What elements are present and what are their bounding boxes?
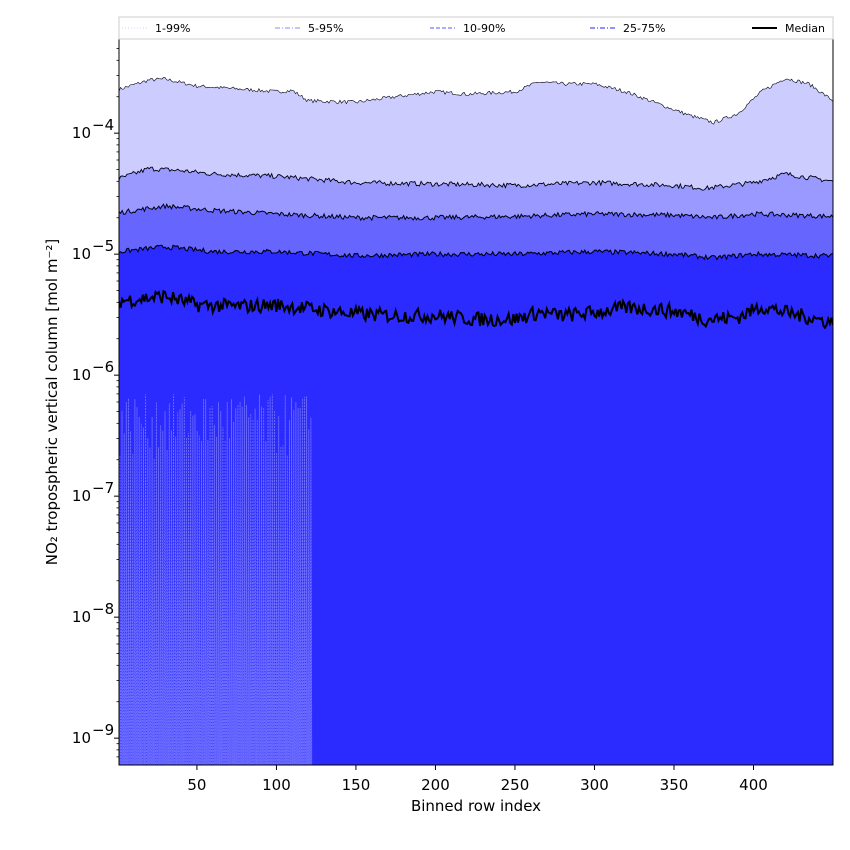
band-25-75 bbox=[119, 245, 833, 765]
legend: 1-99% 5-95% 10-90% 25-75% Median bbox=[118, 16, 834, 40]
y-tick-label: 10 bbox=[72, 608, 91, 626]
x-axis: 50 100 150 200 250 300 350 400 bbox=[187, 765, 768, 794]
y-tick-exponent: −7 bbox=[92, 479, 114, 497]
y-tick-label: 10 bbox=[72, 245, 91, 263]
x-tick-label: 300 bbox=[580, 776, 609, 794]
y-tick-exponent: −5 bbox=[92, 237, 114, 255]
y-axis: 10−910−810−710−610−510−4 bbox=[72, 48, 119, 758]
y-tick-label: 10 bbox=[72, 729, 91, 747]
legend-box bbox=[118, 16, 834, 40]
y-tick-label: 10 bbox=[72, 124, 91, 142]
line-75pct bbox=[119, 244, 833, 261]
line-90pct bbox=[119, 202, 833, 222]
x-tick-label: 250 bbox=[501, 776, 530, 794]
x-axis-label: Binned row index bbox=[411, 797, 541, 815]
lower-percentile-spikes bbox=[119, 393, 313, 765]
line-95pct bbox=[119, 166, 833, 191]
x-tick-label: 150 bbox=[342, 776, 371, 794]
legend-label: 5-95% bbox=[308, 22, 343, 35]
x-tick-label: 100 bbox=[262, 776, 291, 794]
y-tick-exponent: −8 bbox=[92, 600, 114, 618]
legend-label: 10-90% bbox=[463, 22, 505, 35]
y-tick-label: 10 bbox=[72, 366, 91, 384]
median-line bbox=[119, 289, 833, 330]
y-tick-exponent: −6 bbox=[92, 358, 114, 376]
y-tick-label: 10 bbox=[72, 487, 91, 505]
x-tick-label: 350 bbox=[660, 776, 689, 794]
legend-label: Median bbox=[785, 22, 825, 35]
line-99pct bbox=[119, 77, 833, 125]
legend-label: 1-99% bbox=[155, 22, 190, 35]
x-tick-label: 50 bbox=[187, 776, 206, 794]
percentile-lines bbox=[119, 77, 833, 330]
x-tick-label: 400 bbox=[739, 776, 768, 794]
x-tick-label: 200 bbox=[421, 776, 450, 794]
y-tick-exponent: −4 bbox=[92, 116, 114, 134]
percentile-bands bbox=[119, 77, 833, 765]
legend-label: 25-75% bbox=[623, 22, 665, 35]
y-axis-label: NO₂ tropospheric vertical column [mol m⁻… bbox=[43, 239, 61, 565]
y-tick-exponent: −9 bbox=[92, 721, 114, 739]
